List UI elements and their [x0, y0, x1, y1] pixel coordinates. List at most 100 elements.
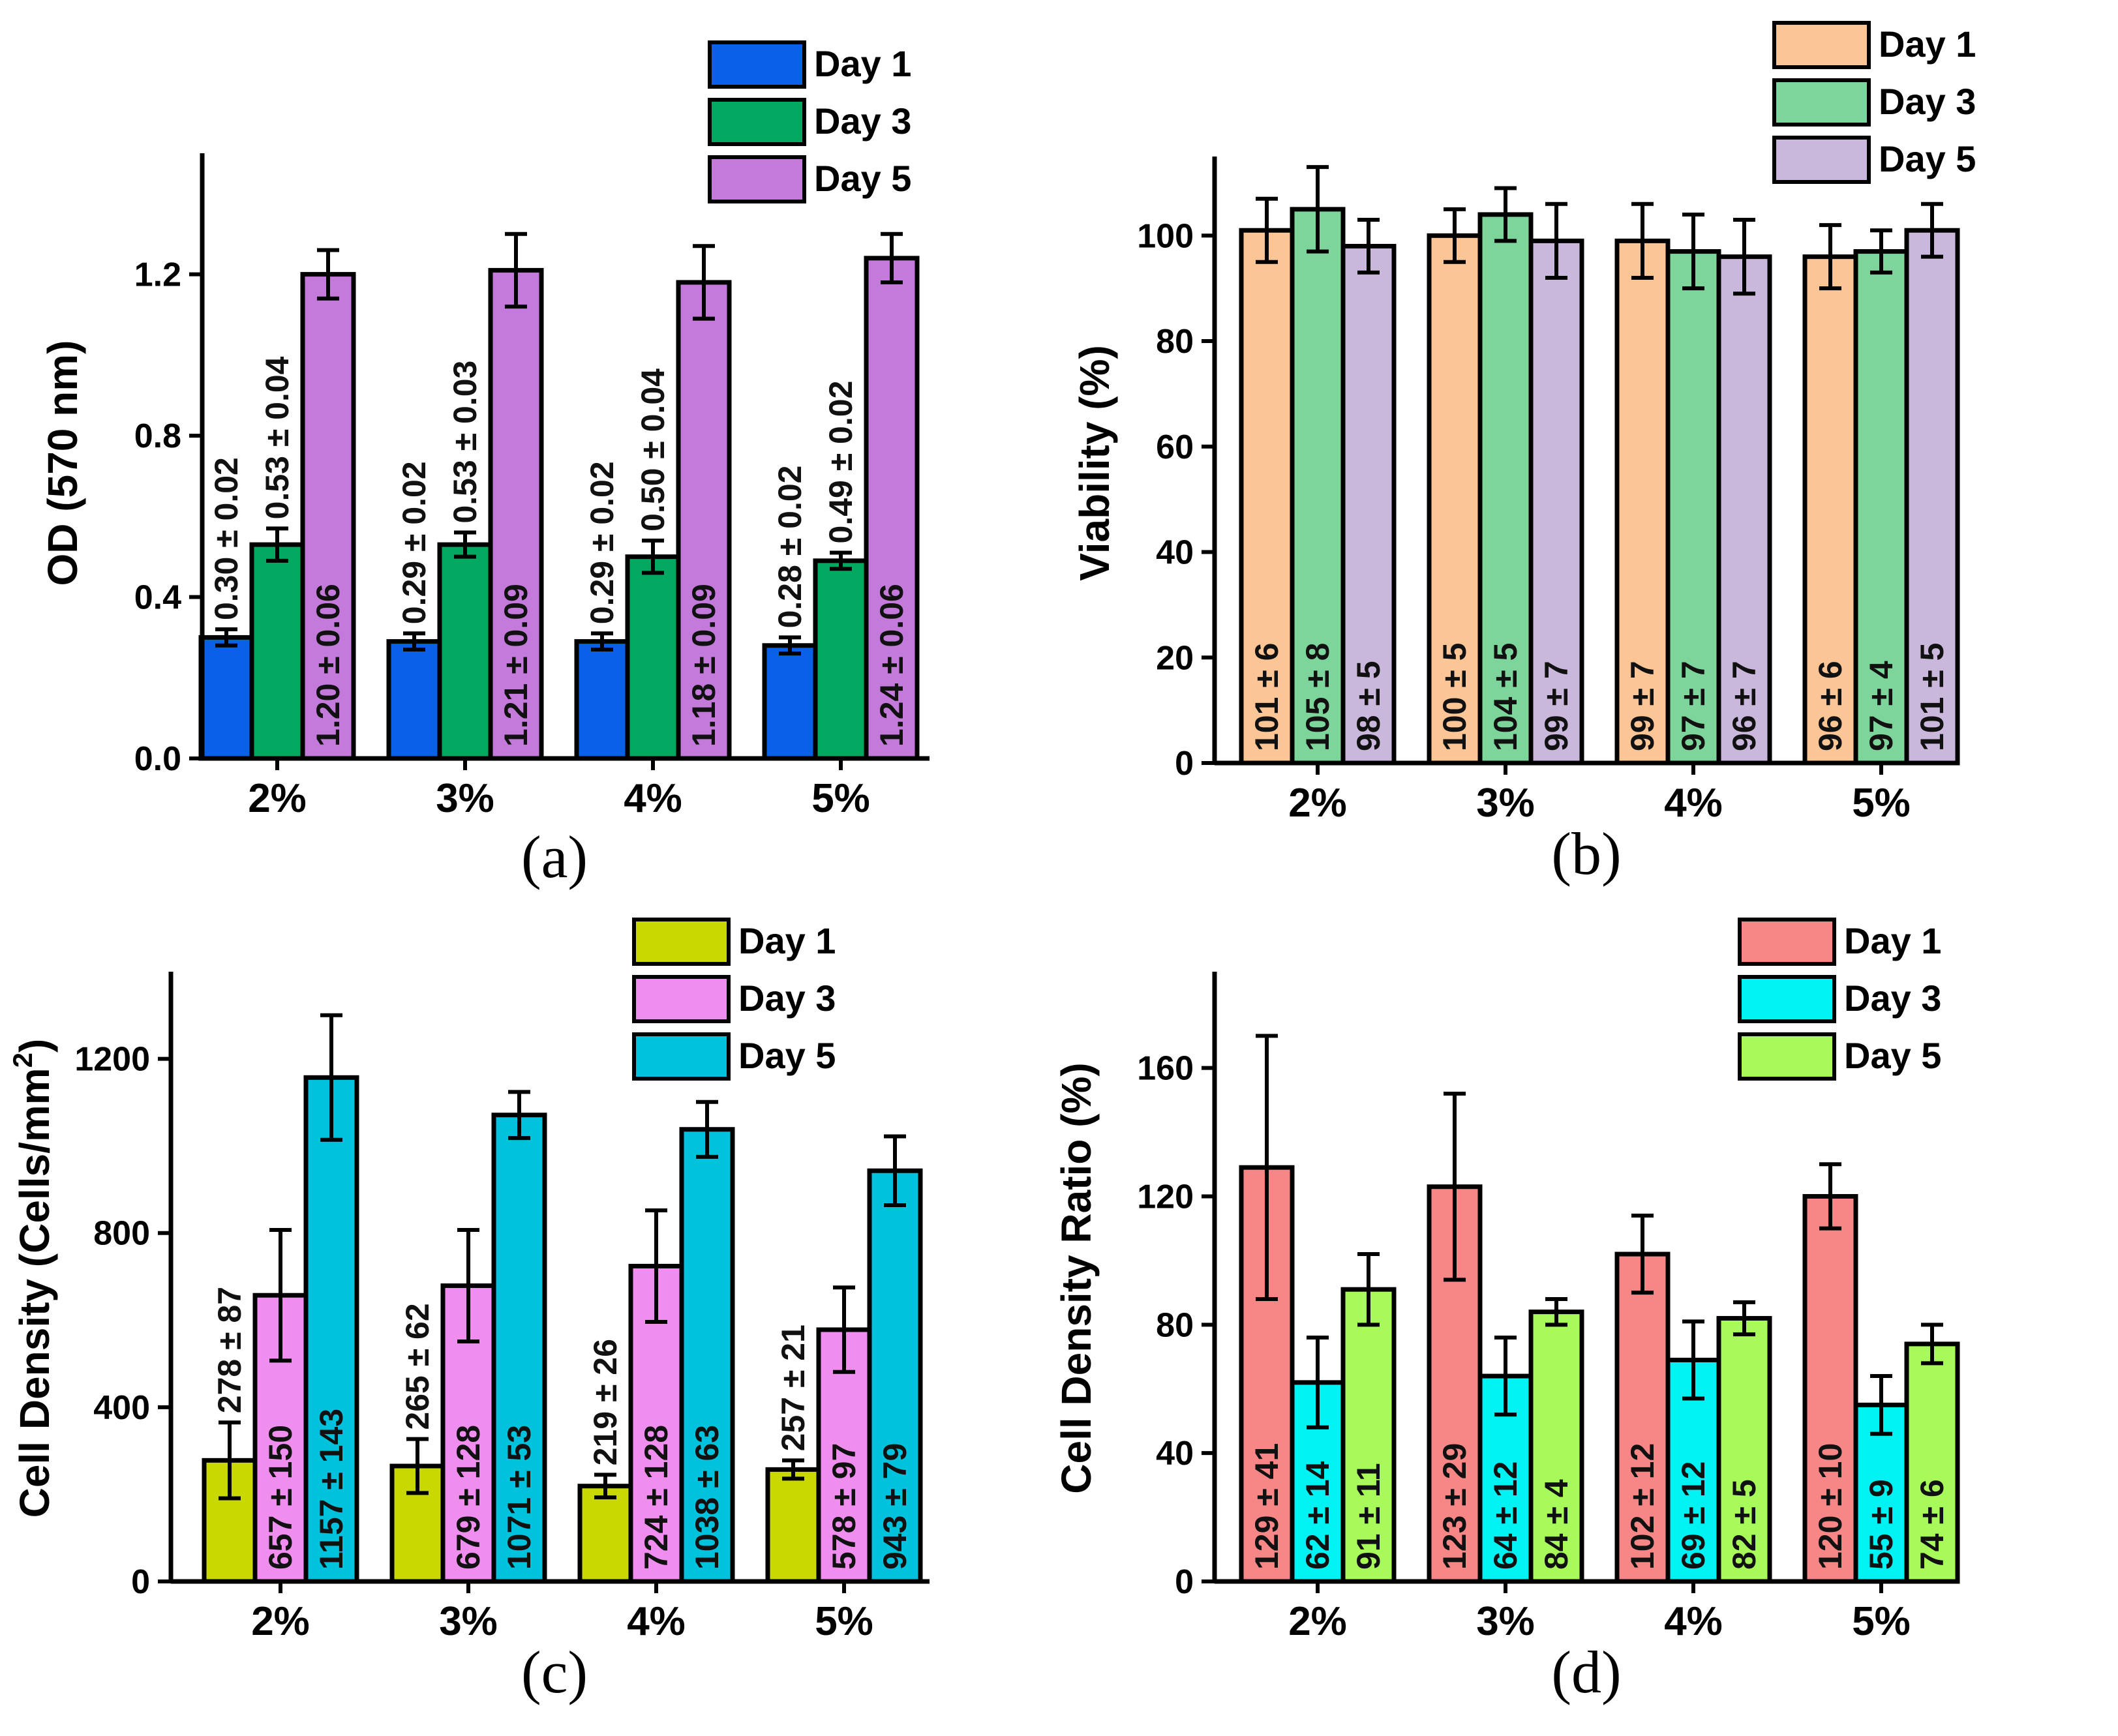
data-label: 96 ± 6: [1812, 661, 1849, 751]
data-label: 123 ± 29: [1436, 1443, 1473, 1570]
y-axis-label-text: Cell Density Ratio (%): [1053, 1062, 1100, 1493]
data-label: 55 ± 9: [1863, 1479, 1899, 1570]
panel-caption: (a): [521, 824, 588, 890]
legend-swatch: [1738, 918, 1836, 966]
bar: [1904, 228, 1960, 766]
bar: [198, 635, 254, 761]
data-label: 96 ± 7: [1726, 661, 1762, 751]
legend-label: Day 3: [1844, 978, 1941, 1019]
data-label: 0.30 ± 0.02: [208, 457, 245, 620]
y-axis-label-superscript: 2: [7, 1053, 38, 1068]
legend-label: Day 5: [814, 158, 911, 199]
data-label: 1.24 ± 0.06: [873, 584, 910, 747]
x-tick-label: 3%: [439, 1599, 498, 1644]
panel-caption: (d): [1551, 1639, 1621, 1705]
data-label: 0.53 ± 0.04: [259, 356, 295, 519]
data-label: 257 ± 21: [775, 1324, 811, 1451]
y-axis-label-text: Viability (%): [1071, 345, 1118, 581]
bar: [574, 639, 630, 761]
y-tick-label: 0.4: [134, 579, 181, 617]
data-label: 98 ± 5: [1350, 661, 1387, 751]
x-tick-label: 2%: [251, 1599, 310, 1644]
legend-label: Day 1: [1844, 920, 1941, 961]
data-label: 105 ± 8: [1299, 643, 1336, 751]
bar: [1239, 228, 1295, 766]
data-label: 0.28 ± 0.02: [772, 466, 808, 629]
data-label: 0.50 ± 0.04: [635, 368, 671, 531]
data-label: 1.18 ± 0.09: [686, 584, 722, 747]
y-tick-label: 160: [1137, 1050, 1194, 1088]
data-label: 101 ± 5: [1914, 643, 1950, 751]
legend-label: Day 3: [738, 978, 836, 1019]
data-label: 69 ± 12: [1675, 1461, 1712, 1570]
data-label: 84 ± 4: [1538, 1479, 1575, 1570]
panel-caption: (b): [1551, 820, 1621, 887]
x-tick-label: 4%: [627, 1599, 686, 1644]
y-tick-label: 0.8: [134, 417, 181, 455]
data-label: 219 ± 26: [587, 1339, 624, 1465]
bar: [1665, 249, 1721, 766]
y-tick-label: 0: [1175, 1563, 1194, 1601]
data-label: 724 ± 128: [638, 1425, 674, 1570]
y-tick-label: 400: [93, 1389, 150, 1427]
x-tick-label: 5%: [815, 1599, 873, 1644]
legend-swatch: [708, 155, 806, 203]
y-tick-label: 0.0: [134, 740, 181, 778]
x-tick-label: 4%: [1664, 781, 1723, 826]
data-label: 1157 ± 143: [313, 1409, 350, 1570]
data-label: 97 ± 4: [1863, 661, 1899, 751]
bar: [762, 643, 818, 761]
data-label: 679 ± 128: [450, 1425, 487, 1570]
legend-label: Day 3: [1879, 81, 1976, 122]
y-tick-label: 20: [1156, 639, 1194, 677]
bar: [437, 542, 493, 761]
legend-label: Day 5: [738, 1035, 836, 1076]
panel-d: 129 ± 41 62 ± 14 91 ± 112% 123 ± 29 64 ± 12 8…: [1053, 918, 1960, 1705]
bar: [625, 554, 681, 761]
data-label: 99 ± 7: [1538, 661, 1575, 751]
y-axis-label: Cell Density Ratio (%): [1053, 1062, 1100, 1493]
legend-label: Day 5: [1879, 138, 1976, 179]
panel-b: 101 ± 6 105 ± 8 98 ± 52% 100 ± 5 104 ± 5 99 ±…: [1071, 21, 1976, 887]
y-tick-label: 800: [93, 1215, 150, 1253]
legend-label: Day 5: [1844, 1035, 1941, 1076]
x-tick-label: 5%: [1852, 1599, 1911, 1644]
data-label: 1.20 ± 0.06: [310, 584, 346, 747]
data-label: 102 ± 12: [1624, 1443, 1661, 1570]
data-label: 657 ± 150: [262, 1425, 299, 1570]
legend-swatch: [1772, 136, 1871, 184]
legend-swatch: [1772, 21, 1871, 69]
y-tick-label: 120: [1137, 1178, 1194, 1216]
data-label: 1038 ± 63: [689, 1425, 725, 1570]
y-tick-label: 40: [1156, 534, 1194, 572]
x-tick-label: 5%: [811, 776, 870, 821]
legend-swatch: [1738, 1032, 1836, 1081]
legend-label: Day 1: [738, 920, 836, 961]
legend-swatch: [632, 918, 731, 966]
legend-swatch: [708, 98, 806, 146]
data-label: 0.29 ± 0.02: [396, 461, 432, 624]
x-tick-label: 2%: [1288, 1599, 1347, 1644]
bar: [813, 558, 869, 761]
x-tick-label: 3%: [436, 776, 494, 821]
legend-swatch: [632, 1032, 731, 1081]
legend-swatch: [1772, 78, 1871, 127]
data-label: 265 ± 62: [399, 1303, 436, 1429]
y-tick-label: 80: [1156, 323, 1194, 361]
data-label: 104 ± 5: [1487, 643, 1524, 751]
x-tick-label: 3%: [1476, 781, 1535, 826]
legend-label: Day 1: [814, 43, 911, 84]
bar: [1528, 1309, 1584, 1584]
y-axis-label-text: OD (570 nm): [39, 340, 86, 586]
legend-label: Day 3: [814, 100, 911, 142]
y-tick-label: 0: [1175, 745, 1194, 783]
data-label: 943 ± 79: [877, 1443, 913, 1570]
data-label: 120 ± 10: [1812, 1443, 1849, 1570]
legend-label: Day 1: [1879, 23, 1976, 65]
legend: Day 1 Day 3 Day 5: [632, 918, 836, 1081]
bar: [249, 542, 305, 761]
y-axis-label: OD (570 nm): [39, 340, 86, 586]
legend-swatch: [708, 40, 806, 89]
data-label: 0.29 ± 0.02: [584, 461, 620, 624]
